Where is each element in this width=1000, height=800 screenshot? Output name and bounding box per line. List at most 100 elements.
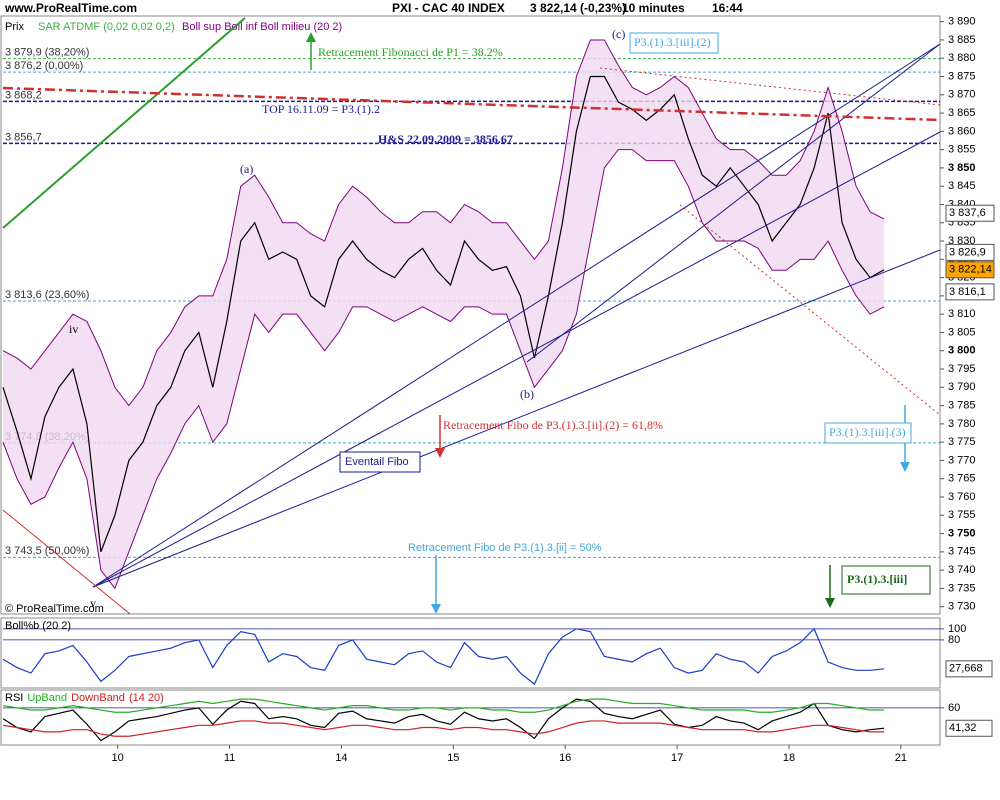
price-tag bbox=[945, 283, 995, 301]
y-tick-label: 3 800 bbox=[948, 345, 976, 357]
resistance-line bbox=[2, 86, 941, 122]
price-tag-label: 3 822,14 bbox=[949, 264, 992, 276]
label-box bbox=[629, 32, 719, 54]
arrows bbox=[306, 32, 910, 614]
y-tick-label: 100 bbox=[948, 623, 966, 635]
quote: 3 822,14 (-0,23%) bbox=[530, 1, 626, 15]
panel bbox=[0, 617, 941, 689]
y-tick-label: 3 745 bbox=[948, 546, 976, 558]
price-tag bbox=[945, 243, 995, 261]
y-tick-label: 3 790 bbox=[948, 381, 976, 393]
y-tick-label: 3 795 bbox=[948, 363, 976, 375]
legend-entry: Prix bbox=[5, 21, 24, 33]
fan-line bbox=[92, 43, 941, 588]
fan-line bbox=[526, 43, 941, 363]
annotation: P3.(1).3.[iii].(2) bbox=[634, 35, 711, 49]
y-tick-label: 3 735 bbox=[948, 582, 976, 594]
price-tag-label: 3 816,1 bbox=[949, 286, 986, 298]
x-tick-label: 11 bbox=[224, 752, 235, 764]
copyright: © ProRealTime.com bbox=[5, 603, 104, 615]
x-tick-label: 10 bbox=[112, 752, 124, 764]
annotation: P3.(1).3.[iii].(3) bbox=[829, 425, 906, 439]
y-tick-label: 3 850 bbox=[948, 162, 976, 174]
annotation: TOP 16.11.09 = P3.(1).2 bbox=[262, 102, 380, 116]
arrow-head bbox=[306, 32, 316, 42]
y-tick-label: 3 730 bbox=[948, 601, 976, 613]
y-tick-label: 3 880 bbox=[948, 52, 976, 64]
series-line bbox=[2, 75, 885, 553]
x-tick-label: 17 bbox=[671, 752, 683, 764]
y-tick-label: 3 875 bbox=[948, 70, 976, 82]
annotation: Eventail Fibo bbox=[345, 456, 409, 468]
label-box bbox=[339, 451, 421, 473]
annotation: (c) bbox=[612, 27, 625, 41]
legend-entry: RSI bbox=[5, 692, 23, 704]
y-tick-label: 3 785 bbox=[948, 399, 976, 411]
y-tick-label: 3 770 bbox=[948, 454, 976, 466]
annotation: iv bbox=[69, 322, 78, 336]
annotation: (b) bbox=[520, 387, 534, 401]
trend-line bbox=[2, 17, 246, 229]
fan-line bbox=[92, 249, 941, 588]
value-tag bbox=[945, 719, 993, 737]
series-line bbox=[2, 627, 885, 686]
x-tick-label: 21 bbox=[895, 752, 907, 764]
time: 16:44 bbox=[712, 1, 743, 15]
arrow-head bbox=[900, 462, 910, 472]
annotation: Retracement Fibonacci de P1 = 38.2% bbox=[318, 45, 503, 59]
y-tick-label: 3 870 bbox=[948, 89, 976, 101]
legend-params: (14 20) bbox=[129, 692, 164, 704]
arrow-head bbox=[825, 598, 835, 608]
site: www.ProRealTime.com bbox=[4, 1, 137, 15]
y-tick-label: 80 bbox=[948, 634, 960, 646]
price-tag-label: 3 837,6 bbox=[949, 207, 986, 219]
y-tick-label: 3 855 bbox=[948, 144, 976, 156]
y-tick-label: 3 805 bbox=[948, 326, 976, 338]
x-tick-label: 15 bbox=[447, 752, 459, 764]
annotation: Retracement Fibo de P3.(1).3.[ii].(2) = … bbox=[443, 418, 663, 432]
fan-line bbox=[92, 131, 941, 588]
annotation: P3.(1).3.[iii] bbox=[847, 572, 907, 586]
y-tick-label: 3 740 bbox=[948, 564, 976, 576]
y-tick-label: 3 890 bbox=[948, 16, 976, 28]
panel bbox=[0, 15, 941, 615]
band-upper bbox=[2, 39, 885, 407]
instrument: PXI - CAC 40 INDEX bbox=[392, 1, 505, 15]
y-tick-label: 3 765 bbox=[948, 473, 976, 485]
level-label: 3 876,2 (0,00%) bbox=[5, 60, 83, 72]
price-tag bbox=[945, 261, 995, 279]
channel-line bbox=[2, 509, 131, 615]
price-tag-label: 3 826,9 bbox=[949, 246, 986, 258]
annotation: (a) bbox=[240, 162, 253, 176]
y-tick-label: 60 bbox=[948, 702, 960, 714]
legend-entry: Boll sup Boll inf Boll milieu (20 2) bbox=[182, 21, 342, 33]
price-tag bbox=[945, 204, 995, 222]
channel-line bbox=[679, 204, 941, 416]
y-tick-label: 3 845 bbox=[948, 180, 976, 192]
level-label: 3 743,5 (50,00%) bbox=[5, 545, 89, 557]
band-area bbox=[3, 39, 885, 589]
annotation: H&S 22.09.2009 = 3856.67 bbox=[378, 132, 513, 146]
level-label: 3 813,6 (23,60%) bbox=[5, 289, 89, 301]
value-tag bbox=[945, 660, 993, 678]
label-box bbox=[824, 422, 912, 444]
value-tag-label: 27,668 bbox=[949, 663, 983, 675]
x-tick-label: 18 bbox=[783, 752, 795, 764]
y-tick-label: 3 860 bbox=[948, 125, 976, 137]
level-label: 3 856,7 bbox=[5, 131, 42, 143]
series-line bbox=[2, 720, 885, 737]
x-tick-label: 14 bbox=[335, 752, 347, 764]
panel-title: Boll%b (20 2) bbox=[5, 620, 71, 632]
drawings bbox=[2, 17, 941, 615]
value-tag-label: 41,32 bbox=[949, 722, 977, 734]
x-tick-label: 16 bbox=[559, 752, 571, 764]
level-label: 3 868,2 bbox=[5, 89, 42, 101]
y-tick-label: 3 780 bbox=[948, 418, 976, 430]
y-tick-label: 3 755 bbox=[948, 509, 976, 521]
legend-entry: UpBand bbox=[27, 692, 67, 704]
legend-entry: SAR ATDMF (0,02 0,02 0,2) bbox=[38, 21, 175, 33]
series-line bbox=[2, 698, 885, 713]
resistance-line bbox=[599, 67, 941, 106]
series-line bbox=[2, 698, 885, 742]
